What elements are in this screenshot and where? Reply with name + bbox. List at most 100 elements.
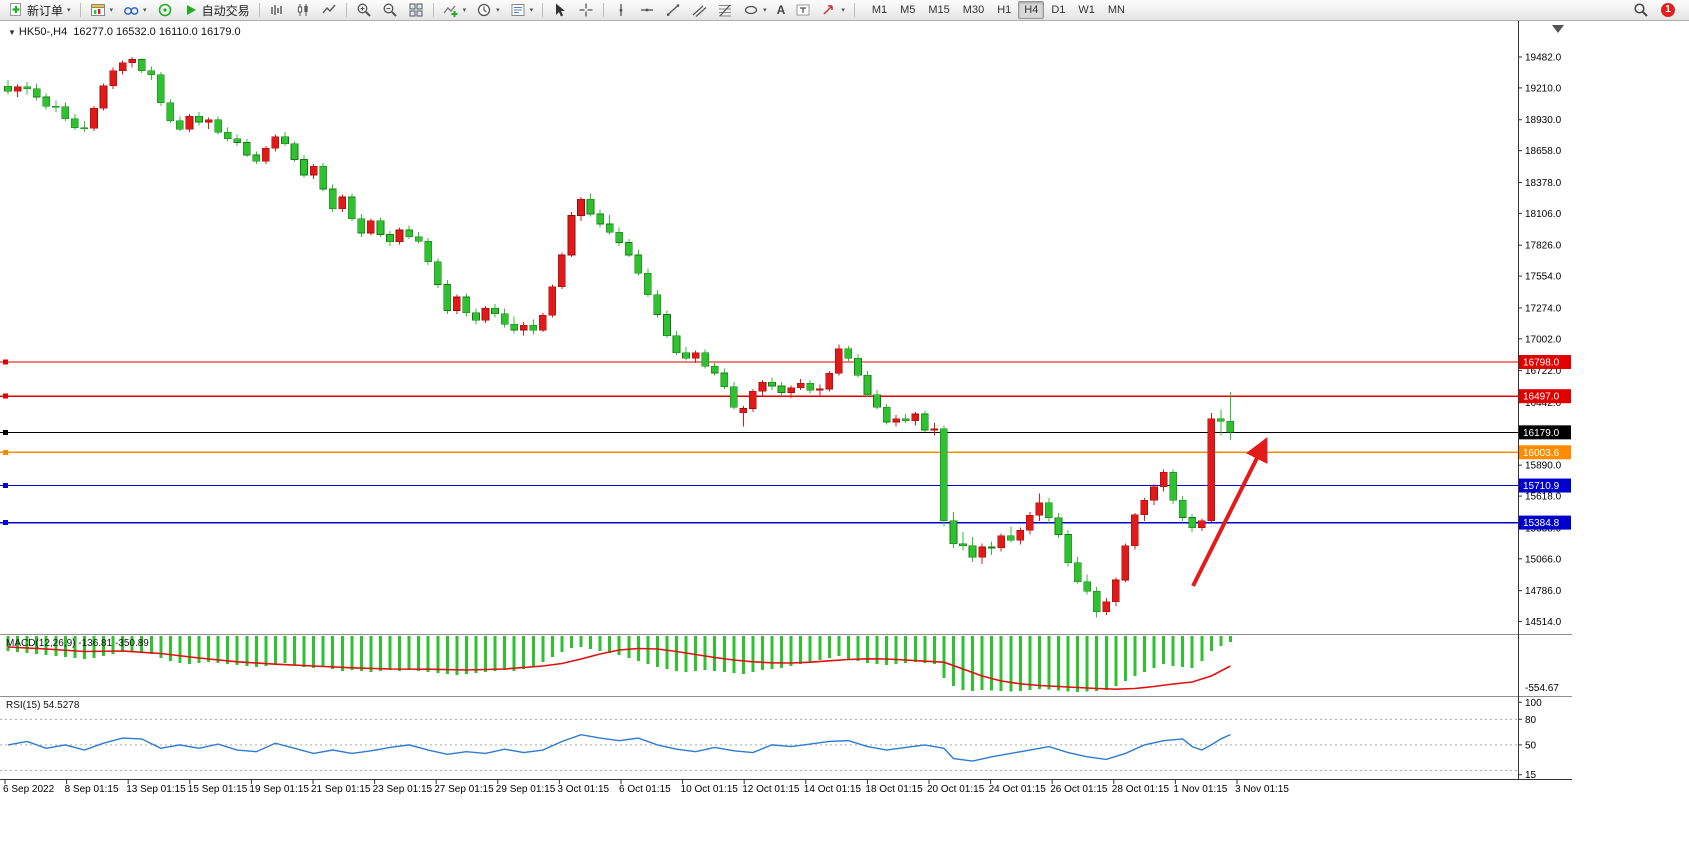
tile-windows-button[interactable] (404, 0, 428, 21)
line-chart-type-button[interactable] (317, 0, 341, 21)
svg-text:18 Oct 01:15: 18 Oct 01:15 (865, 784, 923, 795)
new-chart-caret: ▾ (109, 7, 114, 14)
autotrading-label: 自动交易 (201, 3, 250, 18)
clock-icon (477, 3, 491, 17)
bar-chart-icon (270, 5, 282, 15)
svg-text:16798.0: 16798.0 (1523, 358, 1560, 369)
price-axis: 19482.0 19210.0 18930.0 18658.0 18378.0 18106… (1518, 53, 1562, 628)
svg-text:15710.9: 15710.9 (1523, 481, 1560, 492)
svg-text:100: 100 (1525, 698, 1542, 709)
macd-indicator-label: MACD(12,26,9) -136.81 -350.89 (6, 638, 149, 649)
svg-text:27 Sep 01:15: 27 Sep 01:15 (434, 784, 494, 795)
new-order-label: 新订单 (27, 3, 64, 18)
vertical-line-icon (619, 4, 623, 16)
profiles-icon (124, 7, 139, 15)
shapes-tool-button[interactable]: ▾ (739, 0, 771, 21)
indicators-icon (443, 5, 458, 17)
autotrading-play-icon (186, 5, 196, 15)
candlestick-chart-icon (297, 4, 308, 16)
svg-text:15066.0: 15066.0 (1525, 554, 1562, 565)
timeframe-button-w1[interactable]: W1 (1078, 4, 1095, 16)
new-order-button[interactable]: 新订单 ▾ (4, 0, 75, 21)
svg-text:15384.8: 15384.8 (1523, 518, 1560, 529)
profiles-button[interactable]: ▾ (119, 0, 151, 21)
svg-text:19482.0: 19482.0 (1525, 53, 1562, 64)
svg-text:16442.0: 16442.0 (1525, 398, 1562, 409)
timeframe-button-m15[interactable]: M15 (928, 4, 950, 16)
timeframe-button-m1[interactable]: M1 (871, 4, 888, 16)
pane-splitter-macd[interactable] (0, 632, 1572, 637)
new-chart-icon (90, 4, 105, 16)
crosshair-button[interactable] (574, 0, 598, 21)
periods-button[interactable]: ▾ (472, 0, 504, 21)
chart-ohlc-values: 16277.0 16532.0 16110.0 16179.0 (73, 26, 241, 38)
fibonacci-tool-button[interactable] (713, 0, 737, 21)
svg-text:16179.0: 16179.0 (1523, 428, 1560, 439)
horizontal-line-tool-button[interactable] (635, 0, 659, 21)
svg-text:17002.0: 17002.0 (1525, 334, 1562, 345)
arrows-tool-button[interactable]: ▾ (817, 0, 849, 21)
channel-tool-button[interactable] (687, 0, 711, 21)
cursor-button[interactable] (548, 0, 572, 21)
svg-text:26 Oct 01:15: 26 Oct 01:15 (1050, 784, 1108, 795)
chart-shift-marker[interactable] (1552, 25, 1564, 33)
trendline-icon (667, 4, 680, 16)
indicators-button[interactable]: ▾ (439, 0, 471, 21)
bar-chart-type-button[interactable] (265, 0, 289, 21)
profiles-caret: ▾ (143, 7, 147, 14)
svg-text:19210.0: 19210.0 (1525, 83, 1562, 94)
timeframe-group: M1 M5 M15 M30 H1 H4 D1 W1 MN (866, 1, 1131, 19)
svg-text:50: 50 (1525, 740, 1537, 751)
text-tool-button[interactable]: A (776, 3, 786, 17)
trendline-tool-button[interactable] (661, 0, 685, 21)
shapes-ellipse-icon (744, 5, 758, 15)
timeframe-button-d1[interactable]: D1 (1051, 4, 1066, 16)
timeframe-button-m30[interactable]: M30 (962, 4, 985, 16)
vertical-line-tool-button[interactable] (609, 0, 633, 21)
svg-text:15: 15 (1525, 770, 1537, 781)
svg-text:16497.0: 16497.0 (1523, 392, 1560, 403)
search-button[interactable] (1629, 0, 1653, 21)
new-chart-button[interactable]: ▾ (86, 0, 118, 21)
market-watch-button[interactable] (153, 0, 177, 21)
text-label-icon (796, 4, 810, 16)
trend-arrow-annotation[interactable] (1191, 437, 1268, 587)
shapes-caret: ▾ (763, 7, 767, 14)
candle-chart-type-button[interactable] (291, 0, 315, 21)
macd-histogram (6, 636, 1232, 692)
notification-badge[interactable]: 1 (1661, 3, 1675, 17)
horizontal-line-objects[interactable] (0, 359, 1518, 526)
svg-text:6 Oct 01:15: 6 Oct 01:15 (619, 784, 671, 795)
timeframe-button-mn[interactable]: MN (1107, 4, 1125, 16)
pane-splitter-rsi[interactable] (0, 694, 1572, 699)
rsi-indicator-label: RSI(15) 54.5278 (6, 700, 80, 711)
svg-text:15618.0: 15618.0 (1525, 492, 1562, 503)
svg-text:21 Sep 01:15: 21 Sep 01:15 (311, 784, 371, 795)
axis-chrome (0, 21, 1572, 780)
toolbar-separator (345, 3, 347, 17)
zoom-out-button[interactable] (378, 0, 402, 21)
templates-button[interactable]: ▾ (506, 0, 538, 21)
svg-text:17554.0: 17554.0 (1525, 272, 1562, 283)
indicators-caret: ▾ (462, 7, 467, 14)
zoom-in-icon (357, 3, 371, 17)
horizontal-line-icon (641, 8, 654, 12)
label-tool-button[interactable] (791, 0, 815, 21)
timeframe-button-m5[interactable]: M5 (900, 4, 916, 16)
market-watch-icon (158, 3, 171, 17)
arrows-caret: ▾ (841, 7, 845, 14)
svg-text:16722.0: 16722.0 (1525, 366, 1562, 377)
svg-text:80: 80 (1525, 715, 1537, 726)
timeframe-button-h1[interactable]: H1 (997, 4, 1012, 16)
zoom-in-button[interactable] (352, 0, 376, 21)
svg-text:14 Oct 01:15: 14 Oct 01:15 (804, 784, 862, 795)
line-chart-icon (322, 4, 336, 14)
svg-text:28 Oct 01:15: 28 Oct 01:15 (1112, 784, 1170, 795)
timeframe-button-h4[interactable]: H4 (1018, 1, 1045, 19)
macd-signal-line (7, 646, 1231, 691)
autotrading-button[interactable]: 自动交易 (179, 0, 254, 21)
cursor-icon (556, 3, 566, 17)
svg-text:18106.0: 18106.0 (1525, 209, 1562, 220)
channel-icon (692, 5, 707, 17)
